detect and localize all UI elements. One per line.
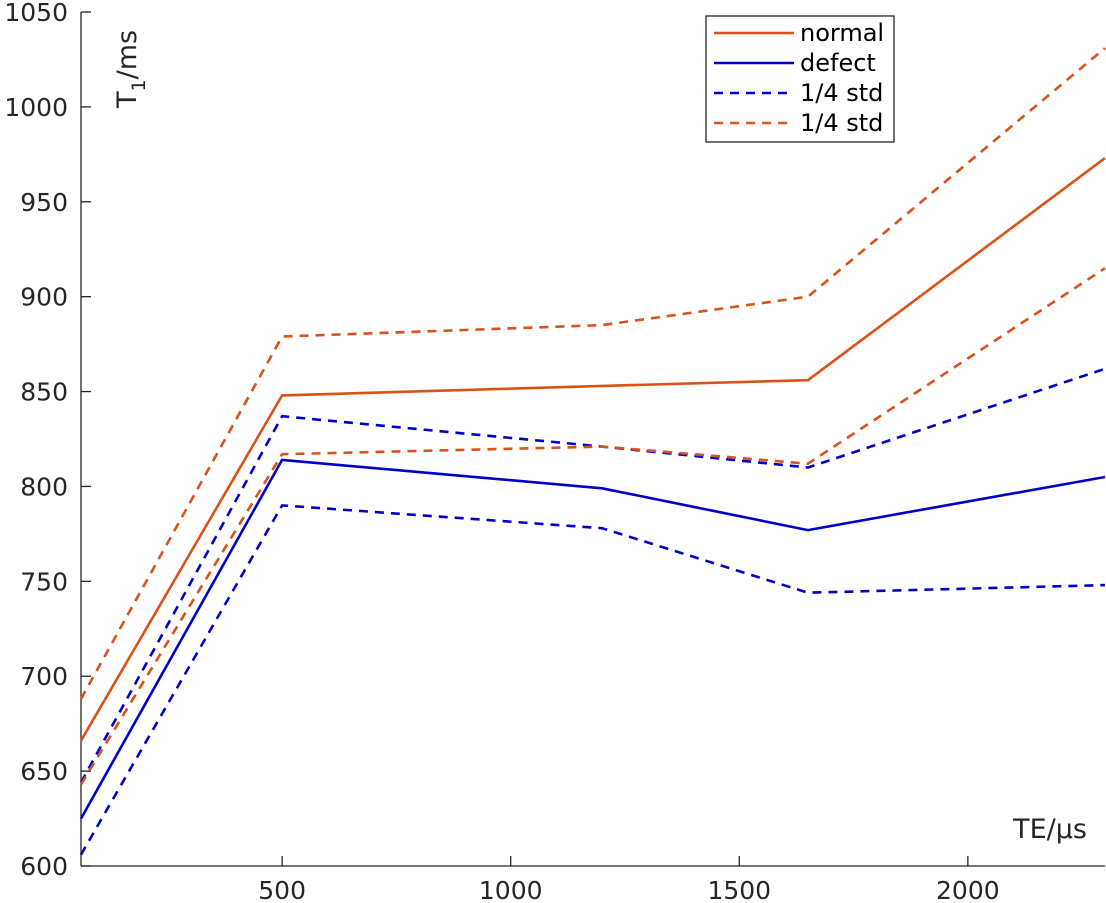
y-tick-label: 800 bbox=[20, 472, 68, 501]
series-line-2 bbox=[79, 367, 1106, 784]
axis-labels: TE/μs T1/ms bbox=[112, 30, 1087, 845]
y-tick-label: 900 bbox=[20, 283, 68, 312]
series-line-1 bbox=[79, 458, 1106, 820]
y-axis-label-sub: 1 bbox=[128, 79, 150, 91]
y-tick-label: 750 bbox=[20, 567, 68, 596]
x-tick-label: 1500 bbox=[707, 876, 771, 903]
legend-label: 1/4 std bbox=[800, 79, 883, 107]
series-line-3 bbox=[79, 47, 1106, 700]
x-axis-label: TE/μs bbox=[1012, 814, 1087, 845]
legend-label: normal bbox=[800, 19, 884, 47]
legend-box bbox=[705, 15, 895, 143]
x-tick-label: 500 bbox=[258, 876, 306, 903]
y-tick-label: 850 bbox=[20, 378, 68, 407]
x-tick-label: 2000 bbox=[936, 876, 1000, 903]
y-axis-label-unit: /ms bbox=[112, 30, 143, 79]
y-tick-label: 1050 bbox=[4, 0, 68, 27]
y-tick-label: 950 bbox=[20, 188, 68, 217]
y-axis-label-main: T bbox=[112, 91, 143, 109]
series-line-5 bbox=[79, 267, 1106, 786]
legend-label: 1/4 std bbox=[800, 109, 883, 137]
series-layer bbox=[79, 47, 1106, 856]
legend-label: defect bbox=[800, 49, 876, 77]
y-tick-label: 600 bbox=[20, 852, 68, 881]
y-axis-label: T1/ms bbox=[112, 30, 150, 109]
x-tick-label: 1000 bbox=[479, 876, 543, 903]
y-tick-label: 700 bbox=[20, 662, 68, 691]
axes: 600 650 700 750 800 850 900 950 1000 1050 500 1000 1… bbox=[4, 0, 1105, 903]
y-tick-label: 650 bbox=[20, 757, 68, 786]
series-line-4 bbox=[79, 504, 1106, 856]
series-line-0 bbox=[79, 157, 1106, 742]
y-tick-label: 1000 bbox=[4, 93, 68, 122]
